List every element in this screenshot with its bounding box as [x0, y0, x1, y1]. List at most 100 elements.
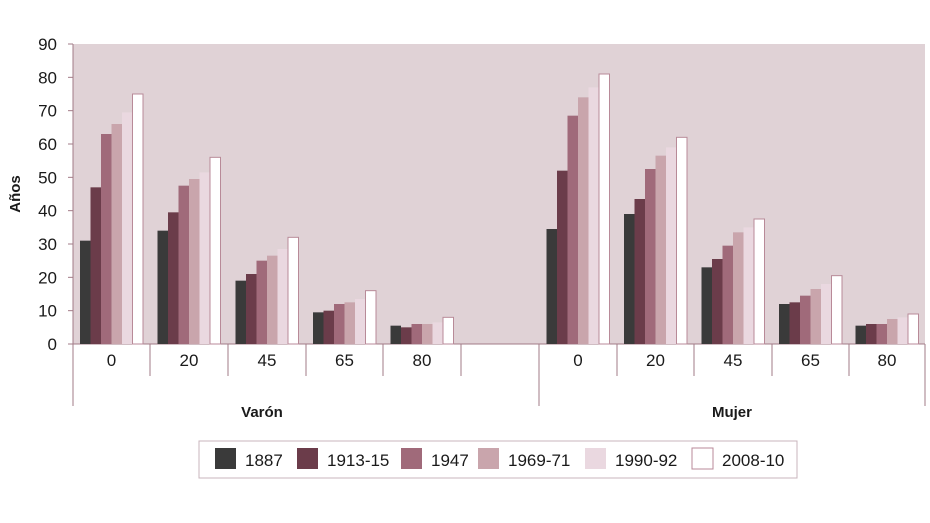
bar-varon-80-1990-92	[432, 322, 443, 344]
legend-swatch-1990-92	[585, 448, 606, 469]
y-tick-label: 90	[38, 35, 57, 54]
bar-mujer-65-2008-10	[831, 275, 843, 345]
bar-varon-80-2008-10	[442, 316, 454, 345]
y-tick-label: 20	[38, 268, 57, 287]
bar-mujer-20-1913-15	[634, 199, 645, 344]
bar-varon-45-1913-15	[246, 274, 257, 344]
x-tick-label: 80	[878, 351, 897, 370]
bars	[80, 73, 919, 345]
bar-mujer-45-1969-71	[733, 232, 744, 344]
x-tick-label: 80	[413, 351, 432, 370]
bar-mujer-80-1990-92	[897, 317, 908, 344]
group-label-varon: Varón	[241, 404, 283, 421]
bar-mujer-45-1990-92	[743, 227, 754, 344]
bar-varon-80-1913-15	[401, 327, 412, 344]
legend-swatch-1969-71	[478, 448, 499, 469]
x-tick-label: 20	[180, 351, 199, 370]
group-label-mujer: Mujer	[712, 404, 752, 421]
bar-mujer-65-1887	[779, 304, 790, 344]
bar-mujer-80-1887	[855, 325, 866, 344]
bar-mujer-65-1947	[800, 295, 811, 344]
y-tick-label: 50	[38, 168, 57, 187]
bar-varon-45-1947	[256, 260, 267, 344]
legend-swatch-1947	[401, 448, 422, 469]
bar-mujer-65-1913-15	[789, 302, 800, 344]
y-tick-label: 80	[38, 68, 57, 87]
y-tick-label: 60	[38, 135, 57, 154]
bar-varon-20-1913-15	[168, 212, 179, 344]
bar-varon-45-1887	[235, 280, 246, 344]
bar-varon-45-1990-92	[277, 249, 288, 344]
bar-varon-80-1969-71	[422, 324, 433, 344]
bar-mujer-0-2008-10	[598, 73, 610, 345]
bar-mujer-0-1990-92	[588, 87, 599, 344]
x-tick-label: 45	[258, 351, 277, 370]
bar-mujer-80-1969-71	[887, 319, 898, 344]
bar-varon-45-1969-71	[267, 255, 278, 344]
bar-varon-65-1990-92	[355, 299, 366, 344]
x-tick-label: 65	[801, 351, 820, 370]
bar-varon-20-1887	[157, 230, 168, 344]
bar-varon-80-1887	[390, 325, 401, 344]
legend-label-1913-15: 1913-15	[327, 451, 389, 470]
bar-varon-65-1969-71	[344, 302, 355, 344]
bar-varon-20-1947	[178, 185, 189, 344]
legend-label-2008-10: 2008-10	[722, 451, 784, 470]
y-axis-label: Años	[7, 175, 24, 213]
bar-mujer-20-1887	[624, 214, 635, 344]
y-tick-label: 30	[38, 235, 57, 254]
y-tick-label: 0	[48, 335, 57, 354]
bar-varon-0-1969-71	[111, 124, 122, 344]
y-tick-label: 70	[38, 102, 57, 121]
bar-mujer-45-1913-15	[712, 259, 723, 344]
legend-swatch-2008-10	[691, 447, 714, 470]
bar-mujer-20-1947	[645, 169, 656, 344]
bar-mujer-20-1969-71	[655, 155, 666, 344]
legend-swatch-1913-15	[297, 448, 318, 469]
bar-varon-45-2008-10	[287, 236, 299, 345]
bar-mujer-45-1887	[701, 267, 712, 344]
bar-varon-65-1913-15	[323, 310, 334, 344]
bar-mujer-0-1913-15	[557, 170, 568, 344]
bar-varon-65-1887	[313, 312, 324, 344]
bar-varon-20-2008-10	[209, 156, 221, 345]
bar-varon-0-1990-92	[122, 112, 133, 344]
bar-varon-65-2008-10	[365, 290, 377, 345]
x-tick-label: 0	[573, 351, 582, 370]
bar-varon-0-2008-10	[132, 93, 144, 345]
bar-varon-0-1947	[101, 134, 112, 344]
bar-varon-0-1913-15	[90, 187, 101, 344]
x-axis-ticks: 0 20 45 65 80 0 20 45 65 80	[72, 344, 926, 406]
legend-label-1947: 1947	[431, 451, 469, 470]
bar-mujer-0-1969-71	[578, 97, 589, 344]
bar-varon-20-1969-71	[189, 179, 200, 344]
legend-label-1969-71: 1969-71	[508, 451, 570, 470]
bar-varon-20-1990-92	[199, 172, 210, 344]
y-axis-ticks: 0 10 20 30 40 50 60 70 80 90	[38, 35, 73, 354]
legend-swatch-1887	[215, 448, 236, 469]
bar-mujer-80-1947	[876, 324, 887, 344]
x-tick-label: 45	[724, 351, 743, 370]
bar-mujer-80-1913-15	[866, 324, 877, 344]
y-tick-label: 40	[38, 202, 57, 221]
bar-mujer-65-1969-71	[810, 289, 821, 344]
legend-label-1887: 1887	[245, 451, 283, 470]
x-tick-label: 20	[646, 351, 665, 370]
x-tick-label: 0	[107, 351, 116, 370]
x-tick-label: 65	[335, 351, 354, 370]
bar-mujer-80-2008-10	[907, 313, 919, 345]
bar-mujer-20-2008-10	[676, 136, 688, 345]
bar-mujer-45-2008-10	[753, 218, 765, 345]
bar-varon-65-1947	[334, 304, 345, 344]
bar-mujer-65-1990-92	[821, 284, 832, 344]
bar-mujer-0-1947	[567, 115, 578, 345]
bar-varon-0-1887	[80, 240, 91, 344]
bar-mujer-45-1947	[722, 245, 733, 344]
legend-label-1990-92: 1990-92	[615, 451, 677, 470]
bar-mujer-0-1887	[546, 229, 557, 344]
legend: 1887 1913-15 1947 1969-71 1990-92 2008-10	[198, 440, 798, 479]
bar-varon-80-1947	[411, 324, 422, 344]
y-tick-label: 10	[38, 302, 57, 321]
bar-mujer-20-1990-92	[666, 147, 677, 344]
